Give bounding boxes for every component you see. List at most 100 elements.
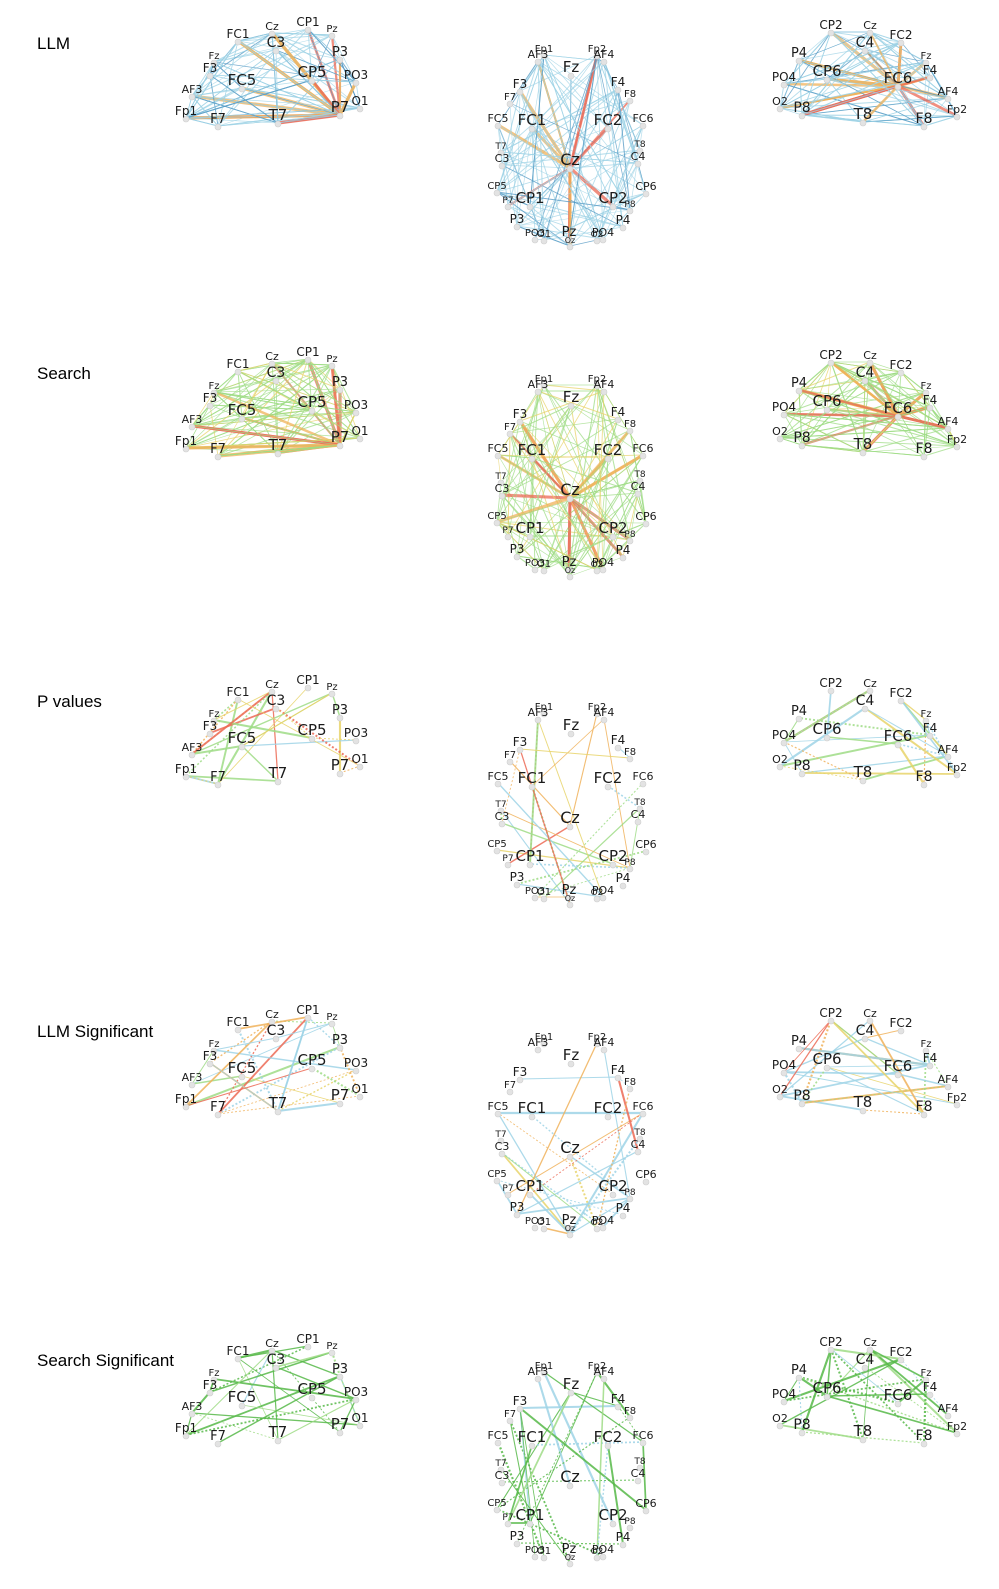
electrode-node xyxy=(493,189,501,197)
electrode-label-o1: O1 xyxy=(351,94,368,108)
connection-edge xyxy=(801,41,902,116)
electrode-node xyxy=(593,382,601,390)
connection-edge xyxy=(277,114,341,124)
connection-edge xyxy=(569,454,644,577)
connection-edge xyxy=(209,707,277,734)
connection-edge xyxy=(519,54,598,92)
electrode-label-oz: Oz xyxy=(565,566,576,575)
connection-edge xyxy=(507,167,571,207)
connection-edge xyxy=(801,97,949,116)
electrode-label-t8: T8 xyxy=(853,1093,873,1111)
electrode-node xyxy=(894,413,902,421)
electrode-label-p3: P3 xyxy=(510,1200,525,1214)
electrode-label-c4: C4 xyxy=(856,35,875,51)
connection-edge xyxy=(500,88,619,153)
electrode-label-cp1: CP1 xyxy=(515,847,544,865)
connection-edge xyxy=(241,358,309,419)
connection-edge xyxy=(779,707,866,767)
electrode-label-cz: Cz xyxy=(265,20,279,33)
electrode-label-cp6: CP6 xyxy=(635,510,656,523)
electrode-node xyxy=(513,1211,521,1219)
electrode-label-f7: F7 xyxy=(504,92,516,103)
electrode-node xyxy=(566,573,574,581)
electrode-label-cp6: CP6 xyxy=(635,180,656,193)
electrode-label-fp1: Fp1 xyxy=(535,1032,553,1043)
connection-edge xyxy=(830,31,899,87)
connection-edge xyxy=(277,1102,341,1112)
electrode-node xyxy=(493,519,501,527)
connection-edge xyxy=(339,765,361,774)
connection-edge xyxy=(311,34,333,81)
electrode-label-fp2: Fp2 xyxy=(588,1361,606,1372)
electrode-node xyxy=(609,861,617,869)
electrode-label-p8: P8 xyxy=(624,530,635,540)
electrode-label-cp1: CP1 xyxy=(515,189,544,207)
connection-edge xyxy=(496,1441,546,1558)
electrode-label-af3: AF3 xyxy=(182,83,203,96)
electrode-node xyxy=(328,32,336,40)
electrode-label-f7: F7 xyxy=(210,1429,226,1444)
edges xyxy=(496,1042,644,1235)
edges xyxy=(496,1371,647,1564)
connection-edge xyxy=(275,49,361,109)
electrode-node xyxy=(304,684,312,692)
electrode-label-p7: P7 xyxy=(502,1513,513,1523)
electrode-node xyxy=(214,781,222,789)
electrode-node xyxy=(897,1356,905,1364)
connection-edge xyxy=(869,31,949,99)
electrode-node xyxy=(926,732,934,740)
connection-edge xyxy=(783,83,925,127)
electrode-node xyxy=(352,79,360,87)
electrode-label-c3: C3 xyxy=(267,693,286,709)
connection-edge xyxy=(213,49,277,63)
connection-edge xyxy=(617,1076,631,1089)
connection-edge xyxy=(241,1404,361,1426)
electrode-node xyxy=(308,1394,316,1402)
electrode-label-fc2: FC2 xyxy=(594,441,623,459)
electrode-node xyxy=(328,690,336,698)
connection-edge xyxy=(275,49,341,116)
electrode-node xyxy=(493,847,501,855)
electrode-node xyxy=(626,207,634,215)
connection-edge xyxy=(531,457,604,570)
connection-edge xyxy=(925,1049,949,1087)
connection-edge xyxy=(783,689,871,743)
electrode-label-p3: P3 xyxy=(332,1362,348,1377)
connection-edge xyxy=(191,34,333,97)
figure-row: LLM Cz CP1 FC1 C3 Pz P3 Fz F3 FC5 CP5 PO3 AF3 O1 Fp1 F7… xyxy=(0,12,999,272)
electrode-node xyxy=(498,820,506,828)
electrode-label-fc6: FC6 xyxy=(632,1100,653,1113)
connection-edge xyxy=(209,74,361,109)
connection-edge xyxy=(543,807,641,899)
electrode-node xyxy=(827,1017,835,1025)
electrode-label-fz: Fz xyxy=(563,716,580,734)
electrode-label-fc5: FC5 xyxy=(487,112,508,125)
electrode-label-fp1: Fp1 xyxy=(175,1421,197,1435)
connection-edge xyxy=(217,1020,273,1115)
electrode-node xyxy=(336,1429,344,1437)
connection-edge xyxy=(897,41,902,87)
connection-edge xyxy=(339,58,361,109)
connection-edge xyxy=(537,718,604,898)
connection-edge xyxy=(307,28,341,60)
electrode-node xyxy=(604,783,612,791)
electrode-node xyxy=(795,1374,803,1382)
connection-edge xyxy=(330,364,342,446)
electrode-label-c4: C4 xyxy=(631,480,646,493)
connection-edge xyxy=(529,205,624,228)
connection-edge xyxy=(569,1155,598,1229)
electrode-label-cp2: CP2 xyxy=(598,189,627,207)
electrode-node xyxy=(944,753,952,761)
electrode-label-fc5: FC5 xyxy=(487,442,508,455)
connection-edge xyxy=(900,371,931,408)
electrode-node xyxy=(528,1442,536,1450)
electrode-label-af4: AF4 xyxy=(594,48,615,61)
connection-edge xyxy=(529,1112,644,1195)
connection-edge xyxy=(496,404,572,523)
connection-edge xyxy=(185,114,341,119)
connection-edge xyxy=(568,54,599,169)
connection-edge xyxy=(237,1357,279,1441)
